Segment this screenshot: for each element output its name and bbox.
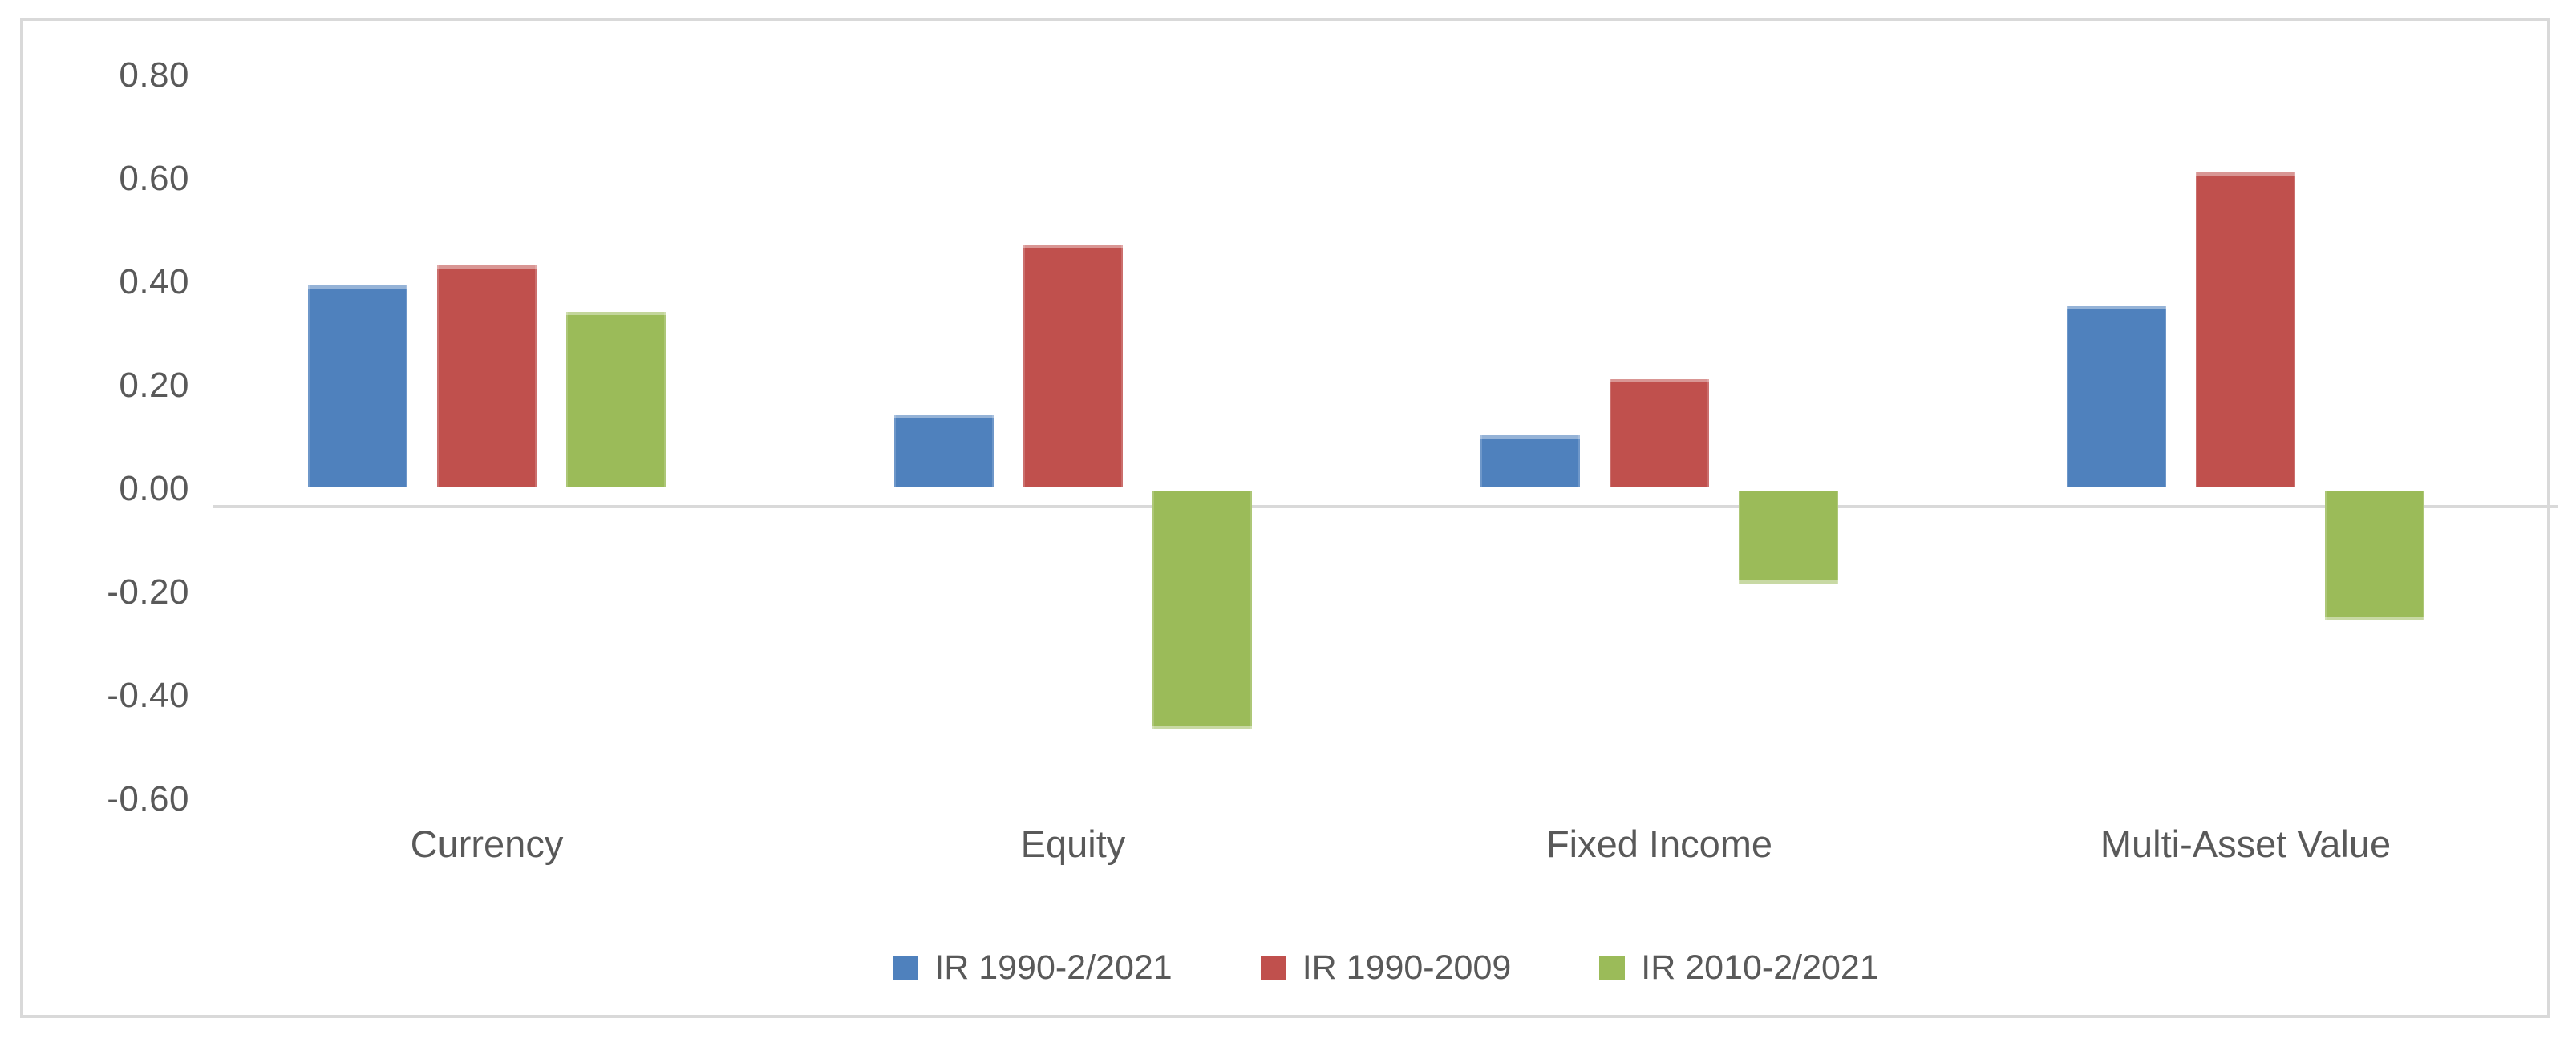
bar-ir-1990-2-2021-fixed-income bbox=[1480, 435, 1580, 487]
y-tick-label-0-80: 0.80 bbox=[119, 55, 189, 95]
bar-ir-1990-2009-multi-asset-value bbox=[2196, 172, 2295, 487]
x-category-label-currency: Currency bbox=[410, 823, 564, 865]
legend-label: IR 1990-2009 bbox=[1302, 948, 1512, 987]
legend-label: IR 2010-2/2021 bbox=[1641, 948, 1879, 987]
bar-ir-1990-2-2021-equity bbox=[894, 415, 994, 487]
y-tick-label-0-20: -0.20 bbox=[107, 572, 189, 612]
legend-item-ir-1990-2009: IR 1990-2009 bbox=[1260, 948, 1512, 988]
bar-ir-2010-2-2021-currency bbox=[566, 312, 666, 487]
y-tick-label-0-00: 0.00 bbox=[119, 469, 189, 508]
bar-ir-1990-2009-fixed-income bbox=[1610, 379, 1709, 487]
legend-item-ir-2010-2-2021: IR 2010-2/2021 bbox=[1599, 948, 1879, 988]
chart-frame-border: 0.80 0.60 0.40 0.20 0.00 -0.20 -0.40 -0.60 Curr… bbox=[20, 18, 2558, 1018]
bar-ir-1990-2009-currency bbox=[437, 265, 537, 487]
y-tick-label-0-40: -0.40 bbox=[107, 676, 189, 715]
legend: IR 1990-2/2021 IR 1990-2009 IR 2010-2/2021 bbox=[213, 940, 2558, 996]
x-category-label-fixed-income: Fixed Income bbox=[1545, 823, 1773, 865]
bar-ir-2010-2-2021-equity bbox=[1152, 491, 1252, 729]
legend-label: IR 1990-2/2021 bbox=[934, 948, 1173, 987]
y-tick-label-0-60: -0.60 bbox=[107, 779, 189, 819]
bar-ir-2010-2-2021-multi-asset-value bbox=[2325, 491, 2424, 620]
x-category-label-equity: Equity bbox=[1020, 823, 1126, 865]
legend-marker-ir-1990-2-2021 bbox=[893, 956, 919, 980]
legend-item-ir-1990-2-2021: IR 1990-2/2021 bbox=[893, 948, 1173, 988]
y-tick-label-0-60: 0.60 bbox=[119, 159, 189, 198]
x-category-label-multi-asset-value: Multi-Asset Value bbox=[2100, 823, 2392, 865]
bar-ir-1990-2009-equity bbox=[1023, 245, 1123, 487]
bar-ir-1990-2-2021-multi-asset-value bbox=[2067, 306, 2166, 487]
y-tick-label-0-20: 0.20 bbox=[119, 366, 189, 405]
bar-ir-2010-2-2021-fixed-income bbox=[1739, 491, 1838, 584]
legend-marker-ir-1990-2009 bbox=[1260, 956, 1286, 980]
zero-axis-line bbox=[213, 505, 2558, 508]
y-tick-label-0-40: 0.40 bbox=[119, 262, 189, 301]
legend-marker-ir-2010-2-2021 bbox=[1599, 956, 1626, 980]
bar-ir-1990-2-2021-currency bbox=[308, 285, 407, 487]
